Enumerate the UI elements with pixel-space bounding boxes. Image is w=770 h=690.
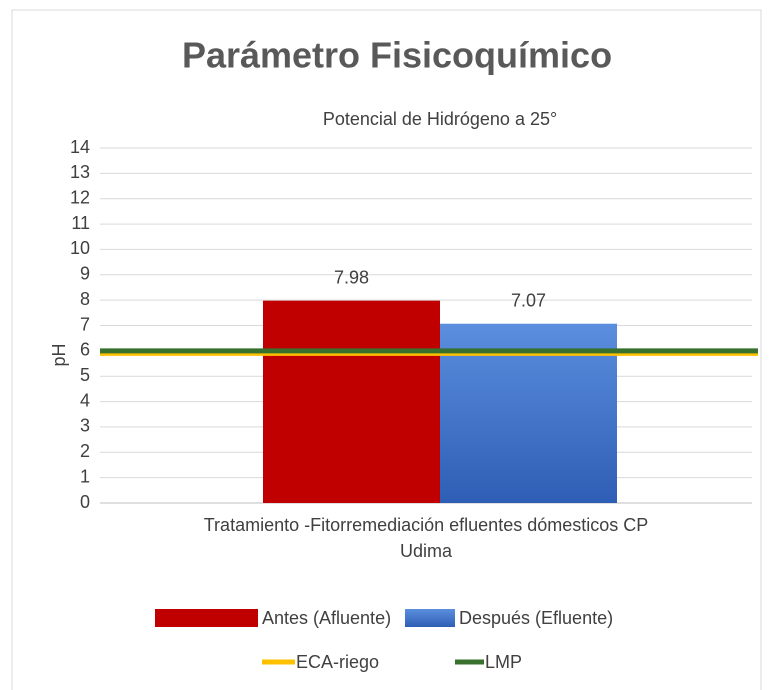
y-tick-label: 12 (70, 187, 90, 207)
legend-label: Después (Efluente) (459, 608, 613, 628)
y-tick-label: 10 (70, 238, 90, 258)
y-tick-label: 7 (80, 314, 90, 334)
y-tick-label: 3 (80, 416, 90, 436)
y-tick-label: 13 (70, 162, 90, 182)
y-tick-label: 14 (70, 137, 90, 157)
y-tick-label: 4 (80, 390, 90, 410)
y-tick-label: 8 (80, 289, 90, 309)
chart-title: Parámetro Fisicoquímico (182, 35, 612, 76)
legend-swatch (155, 609, 258, 627)
y-tick-label: 9 (80, 264, 90, 284)
x-tick-label: Tratamiento -Fitorremediación efluentes … (203, 515, 649, 561)
bar (263, 300, 440, 503)
legend-swatch (405, 609, 455, 627)
y-axis-label: pH (49, 343, 69, 366)
frame-border (11, 9, 762, 690)
legend-label: LMP (485, 652, 522, 672)
data-label: 7.98 (334, 267, 369, 287)
legend-label: ECA-riego (296, 652, 379, 672)
y-tick-label: 5 (80, 365, 90, 385)
legend-label: Antes (Afluente) (262, 608, 391, 628)
y-tick-label: 1 (80, 466, 90, 486)
chart-subtitle: Potencial de Hidrógeno a 25° (323, 109, 557, 129)
data-label: 7.07 (511, 290, 546, 310)
y-tick-label: 2 (80, 441, 90, 461)
y-tick-label: 0 (80, 492, 90, 512)
y-tick-label: 6 (80, 340, 90, 360)
y-tick-label: 11 (71, 213, 90, 233)
